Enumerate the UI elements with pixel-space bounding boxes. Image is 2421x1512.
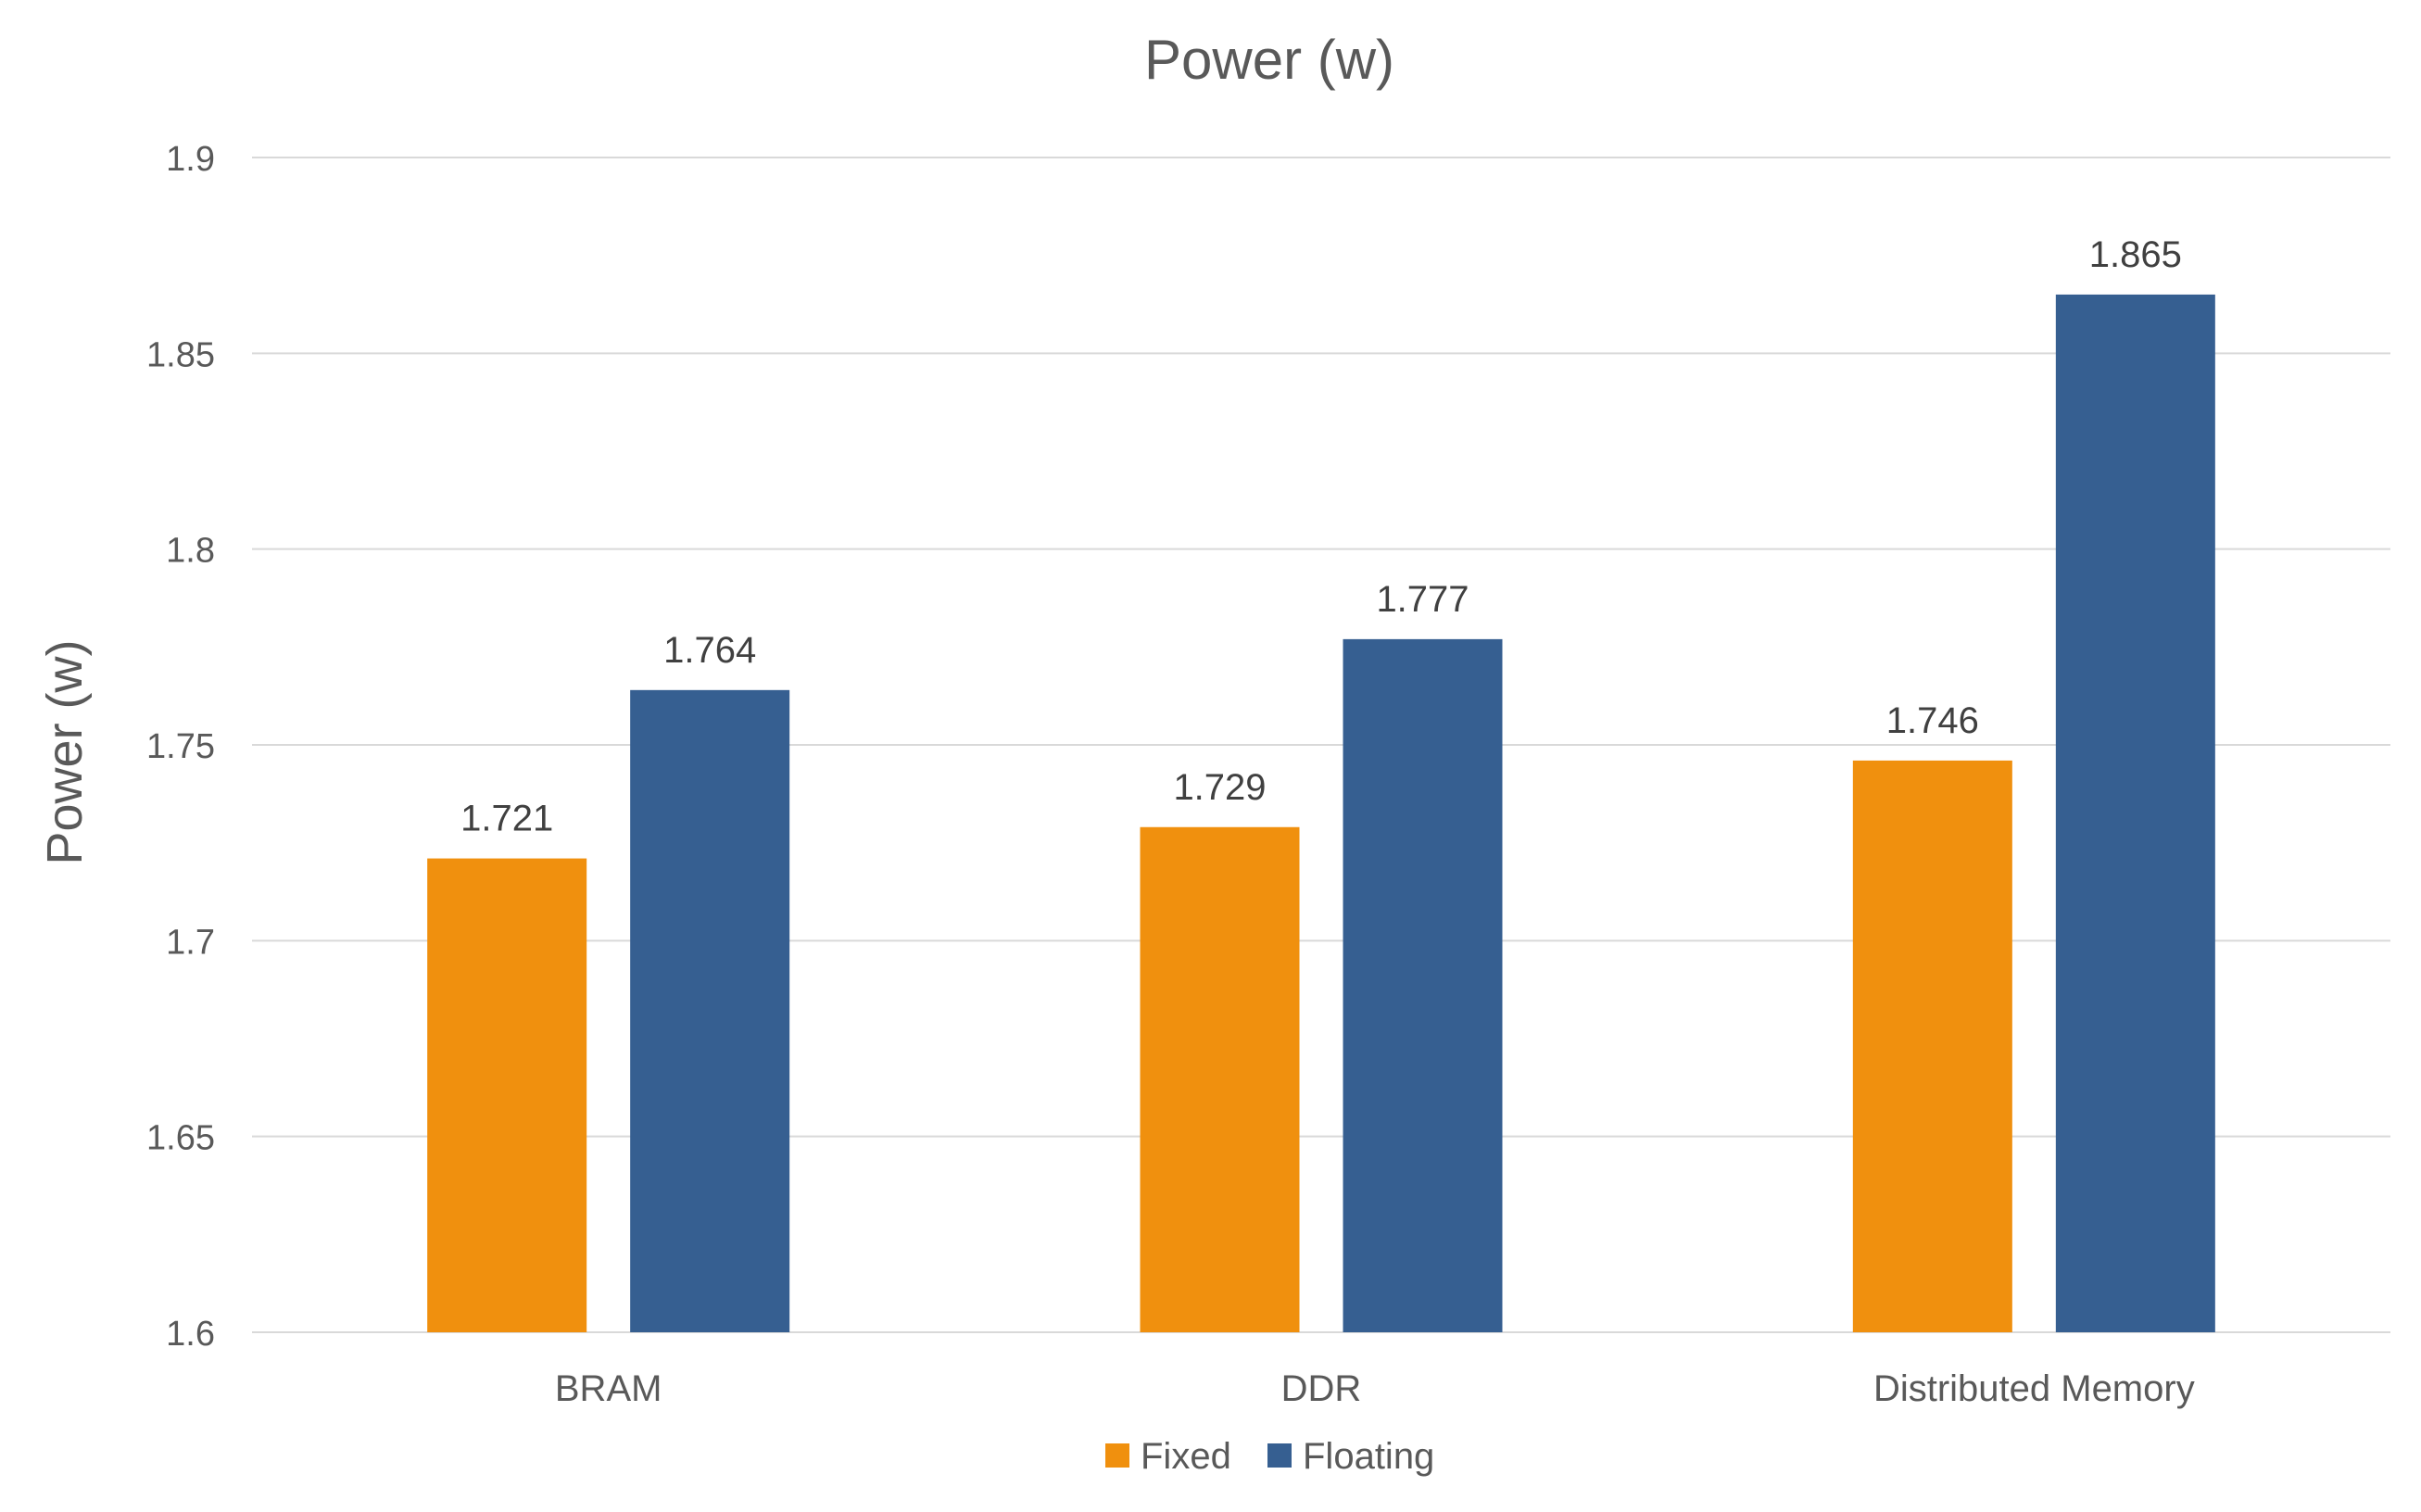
x-category-label: Distributed Memory [1873,1368,2195,1409]
y-tick-label: 1.9 [166,140,215,179]
x-category-label: BRAM [555,1368,662,1409]
data-label-floating-1: 1.777 [1376,579,1469,620]
legend-swatch-fixed [1105,1443,1129,1468]
legend: Fixed Floating [1105,1436,1434,1477]
y-axis-label: Power (w) [37,639,93,864]
x-axis-categories: BRAM DDR Distributed Memory [555,1368,2195,1409]
y-tick-label: 1.85 [146,335,215,374]
bars [427,294,2215,1332]
y-axis-ticks: 1.6 1.65 1.7 1.75 1.8 1.85 1.9 [146,140,215,1354]
gridlines [252,157,2390,1333]
legend-swatch-floating [1267,1443,1292,1468]
bar-floating-2 [2055,294,2215,1332]
data-label-fixed-0: 1.721 [460,799,553,839]
x-category-label: DDR [1281,1368,1362,1409]
y-tick-label: 1.8 [166,532,215,571]
bar-fixed-1 [1140,826,1300,1332]
bar-floating-1 [1343,638,1503,1332]
y-tick-label: 1.65 [146,1119,215,1158]
bar-floating-0 [630,689,790,1332]
bar-fixed-2 [1852,760,2012,1332]
legend-label-fixed: Fixed [1141,1436,1231,1477]
chart-title: Power (w) [1144,29,1394,91]
y-tick-label: 1.75 [146,727,215,766]
y-tick-label: 1.7 [166,923,215,962]
data-label-fixed-1: 1.729 [1173,767,1266,808]
bar-fixed-0 [427,858,587,1332]
y-tick-label: 1.6 [166,1315,215,1354]
data-label-floating-2: 1.865 [2089,234,2182,275]
legend-label-floating: Floating [1303,1436,1434,1477]
data-labels: 1.721 1.764 1.729 1.777 1.746 1.865 [460,234,2182,839]
data-label-fixed-2: 1.746 [1886,700,1979,741]
data-label-floating-0: 1.764 [663,630,756,671]
